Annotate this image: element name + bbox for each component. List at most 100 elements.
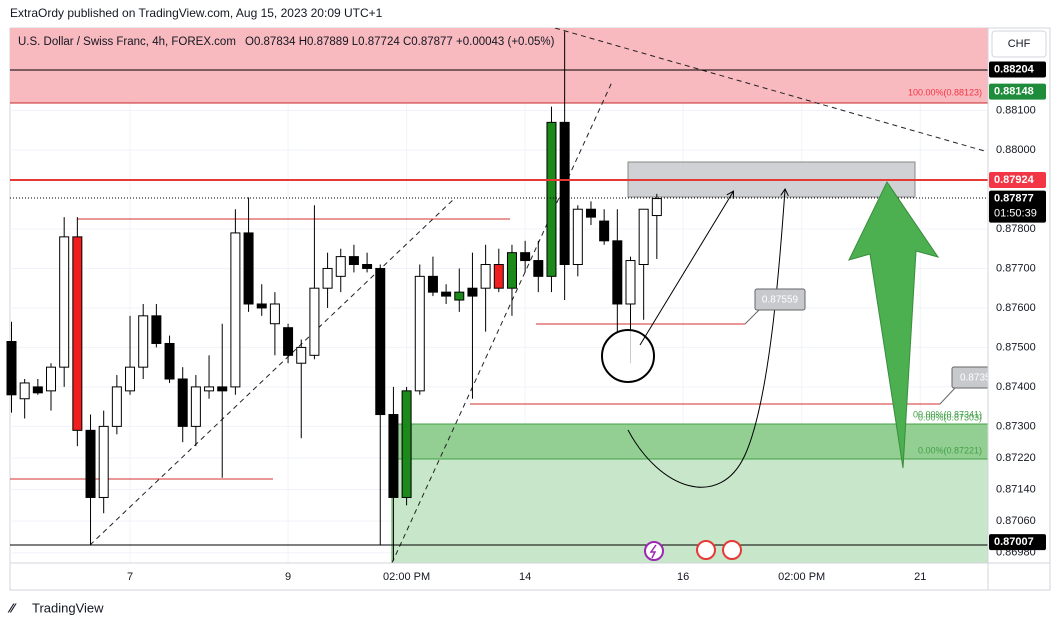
drawings: [10, 28, 988, 563]
flag-icon[interactable]: [722, 540, 742, 560]
fib-label: 0.00%(0.87221): [918, 445, 982, 455]
axis: 0.88100 0.88000 0.87800 0.87700 0.87600 0.875…: [127, 61, 1046, 583]
candle-body: [441, 291, 452, 297]
callout: [951, 366, 988, 389]
candle-body: [480, 264, 491, 289]
candle-body: [85, 429, 96, 498]
x-tick-label: 02:00 PM: [778, 571, 825, 583]
fib-label: 100.00%(0.88123): [908, 87, 982, 97]
candle-body: [269, 303, 280, 325]
candle-body: [204, 386, 215, 392]
y-tick-label: 0.87140: [996, 483, 1036, 495]
callout-label: 0.87357: [960, 373, 997, 384]
candle-body: [585, 208, 596, 218]
candle-body: [454, 291, 465, 301]
candle-body: [651, 198, 662, 217]
y-tick-label: 0.88100: [996, 104, 1036, 116]
overlays: 0.87559 0.87357 100.00%(0.88123) 00.00%(…: [10, 69, 997, 561]
price-tag: [989, 61, 1046, 78]
footer: TradingView: [32, 600, 104, 615]
candle-body: [559, 121, 570, 266]
candle-body: [572, 208, 583, 266]
callout: [754, 288, 806, 311]
candle-body: [599, 220, 610, 242]
candle-body: [217, 386, 228, 392]
candle-body: [375, 267, 386, 416]
candle-body: [151, 315, 162, 344]
candle-body: [190, 386, 201, 427]
y-tick-label: 0.87600: [996, 302, 1036, 314]
candle-body: [335, 256, 346, 277]
y-tick-label: 0.87300: [996, 420, 1036, 432]
candles: [6, 31, 662, 561]
candle-body: [296, 346, 307, 364]
price-tag: [989, 190, 1046, 223]
candle-body: [348, 256, 359, 266]
x-tick-label: 02:00 PM: [383, 571, 430, 583]
candle-body: [493, 264, 504, 289]
flag-icon[interactable]: [696, 540, 716, 560]
header: ExtraOrdy published on TradingView.com, …: [10, 6, 383, 20]
candle-body: [309, 287, 320, 356]
x-tick-label: 7: [127, 571, 133, 583]
candle-body: [467, 287, 478, 297]
candle-body: [230, 232, 241, 388]
x-tick-label: 14: [519, 571, 531, 583]
fib-label: 00.00%(0.87341): [913, 409, 982, 419]
supply-zone: [10, 28, 988, 103]
candle-body: [625, 260, 636, 305]
candle-body: [322, 267, 333, 289]
candle-body: [125, 366, 136, 392]
fib-label: 0.00%(0.87303): [918, 412, 982, 422]
candle-body: [111, 386, 122, 427]
callout-label: 0.87559: [762, 295, 799, 306]
chart-title: U.S. Dollar / Swiss Franc, 4h, FOREX.com: [18, 36, 236, 48]
y-tick-label: 0.87220: [996, 452, 1036, 464]
candle-body: [388, 414, 399, 498]
candle-body: [98, 425, 109, 498]
callout-tail: [939, 387, 956, 405]
big-arrow: [848, 181, 940, 469]
y-tick-label: 0.87700: [996, 262, 1036, 274]
y-tick-label: 0.88000: [996, 144, 1036, 156]
candle-body: [256, 303, 267, 309]
y-tick-label: 0.87800: [996, 223, 1036, 235]
price-tag-label: 0.87924: [994, 174, 1035, 186]
y-tick-label: 0.87500: [996, 341, 1036, 353]
candle-body: [638, 208, 649, 266]
candle-body: [6, 340, 17, 396]
event-icon[interactable]: [644, 541, 664, 561]
candle-body: [427, 275, 438, 293]
candle-body: [32, 386, 43, 394]
candle-body: [546, 121, 557, 277]
trend-line: [391, 81, 613, 563]
candle-body: [520, 252, 531, 262]
ohlc-legend: O0.87834 H0.87889 L0.87724 C0.87877 +0.0…: [245, 36, 555, 48]
price-tag-label: 0.87877: [994, 192, 1034, 204]
price-tag: [989, 534, 1046, 551]
candle-body: [72, 236, 83, 431]
x-tick-label: 21: [914, 571, 926, 583]
trend-line: [89, 197, 456, 546]
y-tick-label: 0.87060: [996, 515, 1036, 527]
price-tag: [989, 83, 1046, 100]
candle-body: [401, 390, 412, 498]
demand-zone-core: [392, 424, 988, 459]
arrow: [639, 192, 733, 346]
candle-body: [19, 382, 30, 400]
candle-body: [243, 232, 254, 305]
currency-box[interactable]: [991, 30, 1047, 58]
price-tag-label: 0.88148: [994, 85, 1034, 97]
price-tag: [989, 172, 1046, 189]
circle-marker: [601, 329, 655, 383]
currency: CHF: [1008, 38, 1031, 50]
countdown: 01:50:39: [994, 207, 1037, 219]
candle-body: [46, 366, 57, 392]
candle-body: [59, 236, 70, 368]
candle-body: [612, 240, 623, 305]
x-tick-label: 9: [285, 571, 291, 583]
candle-body: [362, 264, 373, 269]
x-tick-label: 16: [677, 571, 689, 583]
trend-line: [554, 28, 988, 153]
price-tag-label: 0.87007: [994, 536, 1034, 548]
